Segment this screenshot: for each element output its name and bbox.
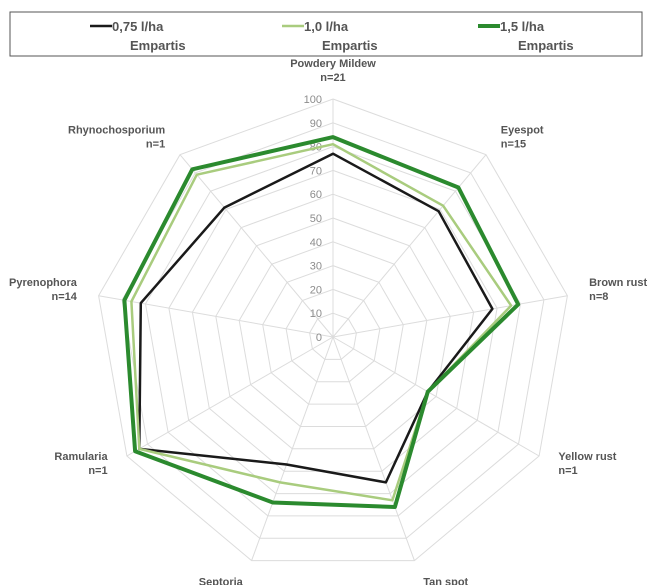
series-line-0-75-l-ha [138,152,494,484]
category-label-powdery-mildew: Powdery Mildew n=21 [290,58,376,84]
tick-label-0: 0 [316,332,322,344]
tick-label-70: 70 [310,165,322,177]
legend-sublabel: Empartis [322,38,378,53]
series-line-1-5-l-ha [122,135,521,509]
category-label-septoria: Septorian=9 [199,576,244,585]
category-label-pyrenophora: Pyrenophora n=14 [9,277,78,303]
category-label-eyespot: Eyespot n=15 [501,124,544,150]
spoke-brown-rust [332,295,568,338]
category-count: n=14 [52,291,78,303]
spoke-yellow-rust [332,336,540,457]
grid-ring-10 [309,312,357,360]
category-name: Tan spot [423,576,468,585]
grid-ring-30 [262,265,404,405]
category-name: Pyrenophora [9,277,78,289]
tick-label-90: 90 [310,118,322,130]
grid-ring-100 [98,98,568,562]
series-line-1-0-l-ha [130,142,513,502]
tick-label-40: 40 [310,237,322,249]
category-label-rhynochosporium: Rhynochosporium n=1 [68,124,165,150]
legend-sublabel: Empartis [130,38,186,53]
category-count: n=1 [88,465,107,477]
category-name: Eyespot [501,124,544,136]
tick-label-30: 30 [310,261,322,273]
grid-ring-60 [191,193,475,472]
legend-label: 1,0 l/ha [304,19,349,34]
legend-entry-1-0-l-ha: 1,0 l/ha Empartis [282,19,378,53]
category-label-yellow-rust: Yellow rust n=1 [558,451,616,477]
grid-ring-40 [238,241,428,427]
spoke-ramularia [126,336,334,457]
legend-label: 1,5 l/ha [500,19,545,34]
spoke-tan-spot [332,336,415,561]
category-label-ramularia: Ramularia n=1 [54,451,108,477]
category-name: Brown rust [589,277,647,289]
grid-ring-20 [285,288,381,383]
series-lines [122,135,521,509]
category-count: n=15 [501,138,526,150]
grid-ring-70 [168,169,498,495]
spoke-pyrenophora [98,295,334,338]
category-count: n=1 [558,465,577,477]
tick-label-60: 60 [310,189,322,201]
category-count: n=21 [320,72,345,84]
spoke-septoria [251,336,334,561]
tick-label-10: 10 [310,308,322,320]
category-name: Yellow rust [558,451,616,463]
category-labels: Powdery Mildew n=21 Eyespot n=15 Brown rust n… [9,58,647,585]
category-name: Rhynochosporium [68,124,165,136]
category-count: n=1 [146,138,165,150]
category-label-brown-rust: Brown rust n=8 [589,277,647,303]
spoke-rhynochosporium [179,154,334,338]
tick-label-20: 20 [310,284,322,296]
legend-box [9,11,643,57]
tick-label-100: 100 [304,94,322,106]
spoke-eyespot [332,154,487,338]
category-name: Septoria [199,576,244,585]
legend-label: 0,75 l/ha [112,19,164,34]
legend-entry-1-5-l-ha: 1,5 l/ha Empartis [478,19,574,53]
category-name: Ramularia [54,451,108,463]
legend-entry-0-75-l-ha: 0,75 l/ha Empartis [90,19,186,53]
category-name: Powdery Mildew [290,58,376,70]
tick-label-50: 50 [310,213,322,225]
grid-ring-50 [215,217,451,450]
category-count: n=8 [589,291,608,303]
legend-sublabel: Empartis [518,38,574,53]
